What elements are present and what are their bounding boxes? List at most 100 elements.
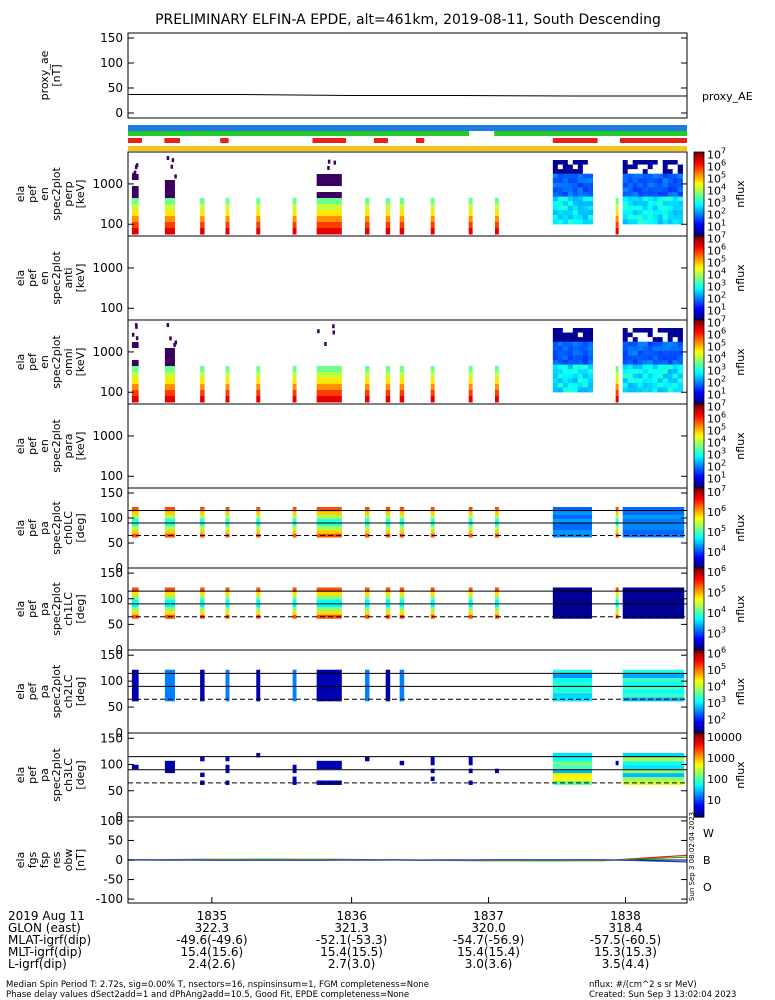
colorbar-step (694, 404, 704, 407)
fgs-legend-B: B (703, 854, 711, 867)
spectrogram-speck (174, 174, 177, 179)
colorbar-tick-label: 104 (707, 544, 726, 559)
colorbar-step (694, 538, 704, 541)
colorbar-tick-label: 105 (707, 662, 726, 677)
spectrogram-cell (572, 173, 579, 179)
pitch-angle-cell (200, 507, 205, 512)
spectrogram-cell (365, 204, 370, 211)
spectrogram-cell (642, 332, 648, 338)
colorbar-step (694, 804, 704, 808)
spectrogram-cell (587, 328, 594, 333)
pitch-angle-cell (164, 693, 175, 698)
x-row-label: L-igrf(dip) (8, 957, 67, 971)
y-tick-label: 150 (100, 31, 123, 45)
spectrogram-cell (657, 192, 663, 197)
spectrogram-cell (662, 178, 668, 184)
spectrogram-cell (627, 350, 633, 356)
pitch-angle-cell (316, 760, 342, 766)
y-axis-label-line: ela (14, 270, 27, 287)
colorbar-step (694, 299, 704, 302)
spectrogram-cell (647, 346, 653, 352)
colorbar-step (694, 303, 704, 306)
spectrogram-cell (677, 214, 683, 220)
spectrogram-cell (627, 369, 633, 375)
spectrogram-cell (552, 364, 559, 370)
spectrogram-cell (385, 222, 391, 229)
pitch-angle-cell (316, 595, 342, 600)
colorbar-step (694, 349, 704, 353)
colorbar-step (694, 456, 704, 460)
spectrogram-cell (657, 355, 663, 361)
pitch-angle-cell (225, 529, 230, 534)
pitch-angle-cell (131, 529, 139, 534)
colorbar-step (694, 522, 704, 525)
colorbar-tick-exponent: 7 (721, 484, 726, 493)
spectrogram-cell (647, 192, 653, 197)
spectrogram-cell (615, 216, 619, 223)
spectrogram-cell (667, 346, 673, 352)
colorbar-tick-exponent: 6 (721, 242, 726, 251)
spectrogram-cell (164, 174, 175, 181)
pitch-angle-cell (292, 525, 297, 530)
colorbar-step (694, 208, 704, 212)
spectrogram-cell (572, 169, 579, 175)
spectrogram-cell (642, 360, 648, 365)
spectrogram-cell (627, 169, 633, 175)
colorbar-step (694, 406, 704, 409)
pitch-angle-cell (292, 602, 297, 608)
y-axis-label-line: ch0LC (62, 511, 75, 545)
pitch-angle-cell (365, 689, 370, 694)
spectrogram-cell (667, 205, 673, 211)
spectrogram-cell (582, 210, 589, 216)
spectrogram-cell (225, 396, 230, 403)
spectrogram-cell (637, 169, 643, 175)
spectrogram-cell (647, 169, 653, 175)
spectrogram-cell (552, 164, 559, 170)
y-axis-label-line: perp (62, 181, 75, 206)
pitch-angle-cell (365, 518, 370, 523)
spectrogram-cell (657, 346, 663, 352)
colorbar-step (694, 743, 704, 747)
footer-line1: Median Spin Period T: 2.72s, sig=0.00% T… (6, 980, 429, 990)
colorbar-step (694, 259, 704, 262)
spectrogram-cell (399, 198, 405, 205)
spectrogram-cell (164, 222, 175, 229)
y-axis-label-line: obw (62, 849, 75, 872)
colorbar-step (694, 586, 704, 590)
pitch-angle-cell (399, 525, 405, 530)
spectrogram-cell (577, 201, 584, 207)
spectrogram-cell (365, 216, 370, 223)
colorbar-tick-exponent: 6 (721, 504, 726, 513)
spectrogram-cell (131, 228, 139, 235)
colorbar-step (694, 170, 704, 174)
pitch-angle-cell (200, 681, 205, 686)
status-bars (128, 125, 687, 151)
spectrogram-cell (552, 201, 559, 207)
spectrogram-cell (552, 187, 559, 193)
pitch-angle-cell (316, 606, 342, 612)
spectrogram-cell (677, 187, 683, 193)
spectrogram-cell (552, 382, 559, 388)
y-axis-label-line: ch2LC (62, 674, 75, 708)
spectrogram-cell (657, 210, 663, 216)
colorbar-tick-label: 104 (707, 679, 726, 694)
x-row-label: MLT-igrf(dip) (8, 945, 82, 959)
colorbar-step (694, 168, 704, 172)
spectrogram-cell (587, 378, 594, 384)
x-row-value: 1835 (197, 909, 228, 923)
colorbar-step (694, 633, 704, 637)
spectrogram-cell (615, 372, 619, 379)
colorbar-step (694, 560, 704, 563)
pitch-angle-cell (131, 533, 139, 538)
pitch-angle-cell (468, 760, 473, 766)
pitch-angle-cell (292, 522, 297, 527)
spectrogram-cell (642, 164, 648, 170)
pitch-angle-cell (200, 669, 205, 675)
colorbar-step (694, 631, 704, 635)
spectrogram-cell (652, 169, 658, 175)
colorbar-step (694, 728, 704, 732)
colorbar-step (694, 355, 704, 359)
spectrogram-cell (582, 328, 589, 333)
spectrogram-cell (494, 366, 499, 373)
